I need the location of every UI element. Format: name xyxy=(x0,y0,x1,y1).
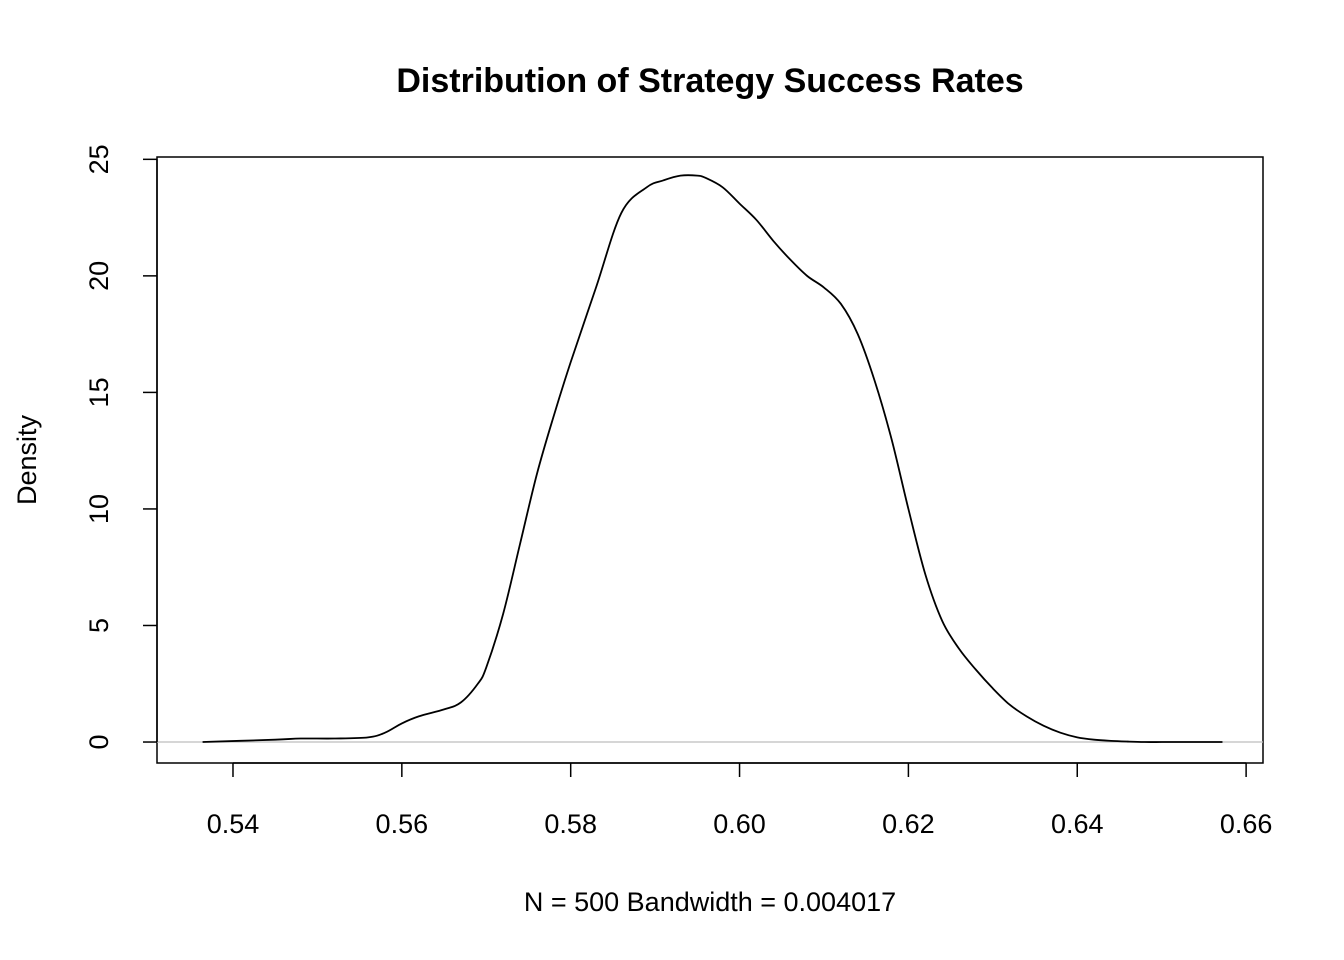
x-tick-label: 0.64 xyxy=(1051,809,1104,839)
x-tick-label: 0.58 xyxy=(544,809,597,839)
y-axis-title: Density xyxy=(12,414,42,505)
y-tick-label: 15 xyxy=(84,377,114,407)
x-tick-label: 0.66 xyxy=(1220,809,1273,839)
x-tick-label: 0.54 xyxy=(207,809,260,839)
x-tick-label: 0.62 xyxy=(882,809,935,839)
y-tick-label: 20 xyxy=(84,261,114,291)
y-axis: 0 5 10 15 20 25 xyxy=(84,144,158,750)
x-tick-label: 0.60 xyxy=(713,809,766,839)
x-axis-title: N = 500 Bandwidth = 0.004017 xyxy=(524,887,896,917)
density-curve xyxy=(202,174,1223,743)
y-tick-label: 25 xyxy=(84,144,114,174)
x-tick-label: 0.56 xyxy=(376,809,429,839)
x-axis: 0.54 0.56 0.58 0.60 0.62 0.64 0.66 xyxy=(207,762,1273,839)
y-tick-label: 5 xyxy=(84,618,114,633)
y-tick-label: 0 xyxy=(84,735,114,750)
y-tick-label: 10 xyxy=(84,494,114,524)
chart-title: Distribution of Strategy Success Rates xyxy=(396,62,1023,100)
plot-frame xyxy=(156,156,1264,764)
